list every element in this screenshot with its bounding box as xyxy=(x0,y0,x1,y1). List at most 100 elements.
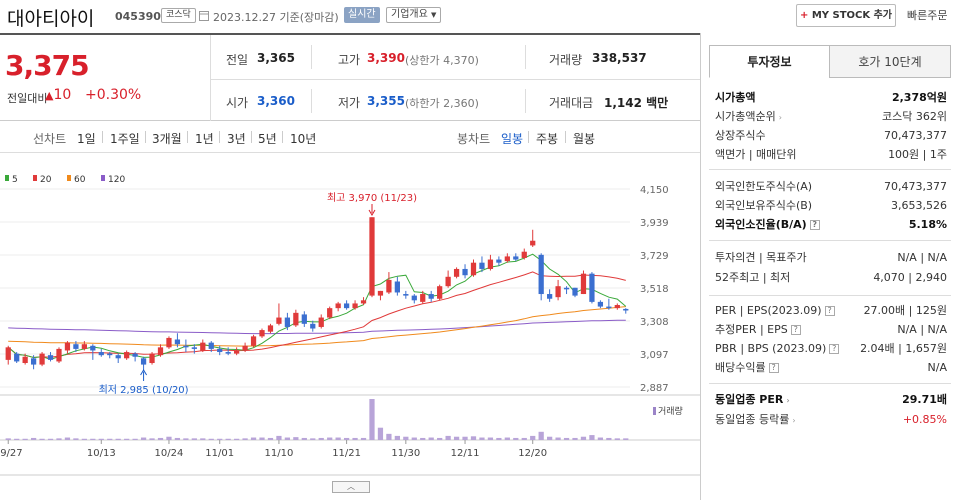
candle-body xyxy=(149,353,155,364)
candle-body xyxy=(64,342,71,351)
volume-bar xyxy=(479,437,485,440)
mystock-add-button[interactable]: + MY STOCK 추가 xyxy=(796,4,896,27)
line-chart-label: 선차트 xyxy=(33,132,67,146)
chart-expand-handle[interactable]: ︿ xyxy=(332,481,370,493)
candle-body xyxy=(217,348,223,353)
market-cap-rank-row: 시가총액순위 › 코스닥 362위 xyxy=(715,108,947,126)
volume-bar xyxy=(386,433,392,440)
volume-bar xyxy=(614,438,620,440)
candle-body xyxy=(420,294,426,302)
x-tick-label: 12/20 xyxy=(518,448,547,459)
volume-legend-label: 거래량 xyxy=(658,405,683,417)
candle-body xyxy=(107,353,113,356)
candle-body xyxy=(81,344,87,349)
help-icon[interactable]: ? xyxy=(809,220,820,230)
volume-bar xyxy=(580,436,587,440)
candle-body xyxy=(597,301,604,307)
period-3m[interactable]: 3개월 xyxy=(152,132,182,146)
volume-bar xyxy=(132,438,138,440)
candle-body xyxy=(437,286,443,299)
candle-body xyxy=(530,240,536,246)
foreign-limit-value: 70,473,377 xyxy=(884,180,947,193)
volume-bar xyxy=(606,437,612,440)
market-cap-rank-label: 시가총액순위 xyxy=(715,110,776,123)
tab-order-book[interactable]: 호가 10단계 xyxy=(829,45,951,78)
candle-body xyxy=(14,353,20,362)
volume-bar xyxy=(276,435,282,440)
candle-body xyxy=(462,268,468,276)
candle-chart-label: 봉차트 xyxy=(457,132,491,146)
volume-bar xyxy=(563,437,570,440)
candle-body xyxy=(174,339,181,345)
volume-label: 거래량 xyxy=(549,53,583,67)
chevron-right-icon[interactable]: › xyxy=(778,113,782,122)
x-tick-label: 10/13 xyxy=(87,448,116,459)
volume-bar xyxy=(513,437,519,440)
candle-daily[interactable]: 일봉 xyxy=(501,132,524,146)
shares-value: 70,473,377 xyxy=(884,129,947,142)
period-5y[interactable]: 5년 xyxy=(258,132,277,146)
est-per-row: 추정PER | EPS? N/A | N/A xyxy=(715,321,947,339)
period-divider xyxy=(219,131,220,143)
legend-swatch xyxy=(33,175,37,181)
summary-cell-divider xyxy=(311,89,312,113)
volume-bar xyxy=(250,437,257,440)
foreign-limit-row: 외국인한도주식수(A) 70,473,377 xyxy=(715,178,947,196)
market-cap-rank-label-wrap: 시가총액순위 › xyxy=(715,108,782,127)
x-tick-label: 09/27 xyxy=(0,448,23,459)
industry-per-value: 29.71배 xyxy=(902,393,947,406)
period-3y[interactable]: 3년 xyxy=(227,132,246,146)
live-button[interactable]: 실시간 xyxy=(344,7,380,23)
period-1y[interactable]: 1년 xyxy=(195,132,214,146)
company-overview-button[interactable]: 기업개요 ▼ xyxy=(386,7,442,23)
candle-body xyxy=(30,358,37,365)
y-tick-label: 3,729 xyxy=(640,251,669,262)
volume-bar xyxy=(335,437,341,440)
volume-legend-swatch xyxy=(653,407,656,415)
volume-bar xyxy=(437,437,443,440)
candle-weekly[interactable]: 주봉 xyxy=(536,132,559,146)
high-annotation: 최고 3,970 (11/23) xyxy=(327,192,417,204)
chevron-right-icon[interactable]: › xyxy=(786,396,790,405)
period-1d[interactable]: 1일 xyxy=(77,132,96,146)
help-icon[interactable]: ? xyxy=(768,363,779,373)
legend-swatch xyxy=(5,175,9,181)
volume-bar xyxy=(360,437,367,440)
candle-body xyxy=(310,323,316,329)
candle-body xyxy=(183,345,189,348)
candle-monthly[interactable]: 월봉 xyxy=(573,132,596,146)
legend-swatch xyxy=(101,175,105,181)
candle-body xyxy=(191,347,197,349)
candle-body xyxy=(5,347,11,360)
volume-bar xyxy=(115,438,121,440)
volume-bar xyxy=(403,436,409,440)
volume-bar xyxy=(47,438,54,440)
tab-investment-info[interactable]: 투자정보 xyxy=(709,45,830,78)
candle-body xyxy=(225,352,231,354)
per-value: 27.00배 | 125원 xyxy=(863,304,947,317)
quick-order-button[interactable]: 빠른주문 xyxy=(907,9,948,22)
panel-section-divider xyxy=(709,169,951,170)
week52-label: 52주최고 | 최저 xyxy=(715,271,791,284)
volume-bar xyxy=(267,437,274,440)
ma60-line xyxy=(8,306,626,347)
volume-bar xyxy=(200,438,206,440)
y-tick-label: 4,150 xyxy=(640,185,669,196)
change-label: 전일대비 xyxy=(7,92,48,105)
ma120-line xyxy=(8,319,626,335)
period-1w[interactable]: 1주일 xyxy=(110,132,140,146)
info-panel: 투자정보 호가 10단계 시가총액 2,378억원 시가총액순위 › 코스닥 362위… xyxy=(709,45,951,500)
help-icon[interactable]: ? xyxy=(829,344,840,354)
help-icon[interactable]: ? xyxy=(824,306,835,316)
chevron-right-icon[interactable]: › xyxy=(792,416,796,425)
period-10y[interactable]: 10년 xyxy=(290,132,317,146)
y-tick-label: 2,887 xyxy=(640,383,669,394)
volume-bar xyxy=(496,437,502,440)
volume-bar xyxy=(73,438,79,440)
period-divider xyxy=(565,131,566,143)
help-icon[interactable]: ? xyxy=(790,325,801,335)
industry-rate-row: 동일업종 등락률 › +0.85% xyxy=(715,411,947,429)
candle-body xyxy=(132,353,138,357)
est-per-label-wrap: 추정PER | EPS? xyxy=(715,321,801,339)
candle-body xyxy=(614,305,620,309)
